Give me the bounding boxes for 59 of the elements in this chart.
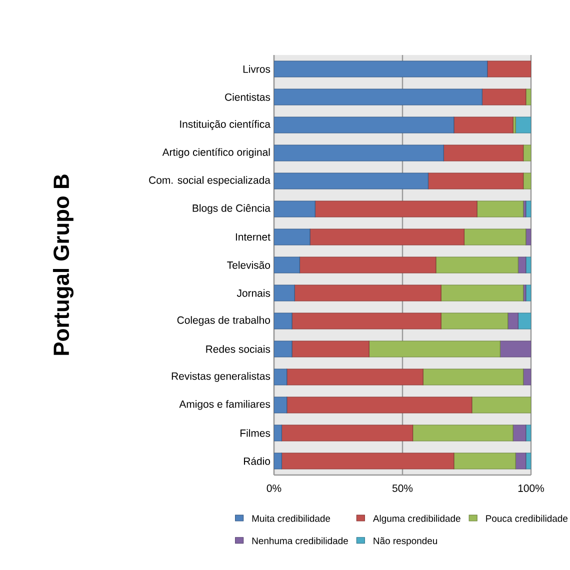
y-tick-label: Cientistas — [225, 93, 270, 101]
y-axis-title: Portugal Grupo B — [52, 174, 74, 355]
bar — [422, 368, 524, 386]
bar — [412, 424, 514, 442]
bar — [281, 424, 414, 442]
bar — [487, 60, 531, 78]
bar — [436, 256, 518, 274]
legend-label: Muita credibilidade — [252, 514, 330, 522]
legend-label: Não respondeu — [374, 537, 438, 546]
legend-label: Alguma credibilidade — [372, 514, 460, 524]
bar — [472, 396, 531, 414]
y-tick-label: Instituição científica — [180, 120, 270, 130]
y-tick-label: Rádio — [244, 457, 270, 465]
y-tick-label: Colegas de trabalho — [177, 316, 270, 326]
bar — [286, 396, 472, 414]
y-tick-label: Amigos e familiares — [179, 400, 270, 410]
bar — [274, 200, 316, 218]
y-tick-label: Jornais — [236, 289, 270, 297]
bar — [274, 88, 482, 106]
x-tick-label: 100% — [518, 484, 544, 492]
bar — [274, 256, 300, 274]
bar — [482, 88, 526, 106]
bar — [310, 228, 464, 246]
bar — [274, 172, 428, 190]
bar — [500, 340, 531, 358]
y-tick-label: Televisão — [227, 261, 270, 269]
bar — [286, 368, 424, 386]
bar — [454, 116, 514, 134]
legend-label: Pouca credibilidade — [486, 514, 568, 522]
x-tick-label: 50% — [392, 484, 413, 492]
bar — [440, 284, 524, 302]
bar — [440, 312, 508, 330]
bar — [292, 340, 370, 358]
bar — [314, 200, 478, 218]
bar — [454, 452, 516, 470]
y-tick-label: Filmes — [240, 429, 270, 437]
bar — [281, 452, 454, 470]
y-tick-label: Artigo científico original — [162, 148, 270, 158]
y-tick-label: Livros — [243, 65, 270, 73]
bar — [299, 256, 436, 274]
bar — [428, 172, 524, 190]
bar — [464, 228, 526, 246]
bar — [443, 144, 524, 162]
bar — [274, 144, 444, 162]
bar — [274, 60, 488, 78]
y-tick-label: Internet — [236, 233, 270, 241]
x-tick-label: 0% — [266, 484, 282, 492]
bar — [294, 284, 442, 302]
legend-label: Nenhuma credibilidade — [252, 537, 348, 544]
bar — [508, 312, 518, 330]
bar — [292, 312, 442, 330]
y-tick-label: Revistas generalistas — [172, 372, 270, 382]
bar — [368, 340, 500, 358]
bar — [476, 200, 524, 218]
y-tick-label: Com. social especializada — [149, 176, 270, 186]
y-tick-label: Blogs de Ciência — [192, 204, 270, 214]
bar — [274, 116, 454, 134]
y-tick-label: Redes sociais — [206, 345, 270, 353]
bar — [274, 228, 310, 246]
